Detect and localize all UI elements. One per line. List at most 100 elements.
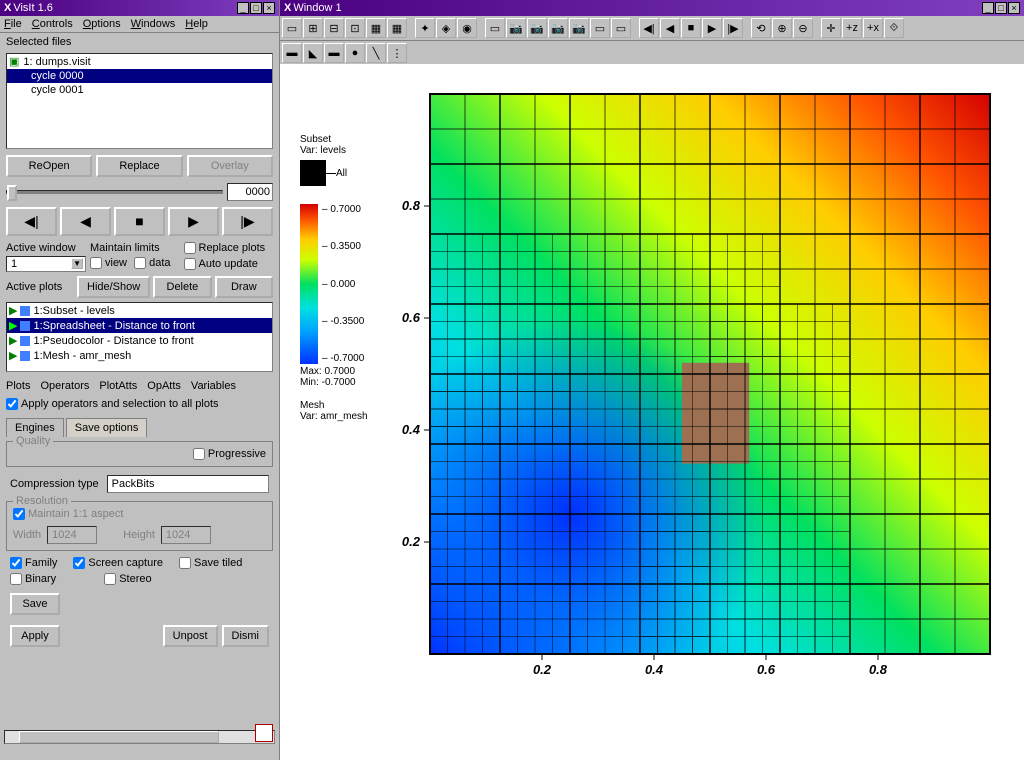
toolbar-button-29[interactable]: ✛ bbox=[821, 18, 841, 38]
toolbar-button-13[interactable]: 📷 bbox=[527, 18, 547, 38]
dismiss-button[interactable]: Dismi bbox=[222, 625, 270, 647]
replace-button[interactable]: Replace bbox=[96, 155, 182, 177]
overlay-button[interactable]: Overlay bbox=[187, 155, 273, 177]
plot-row-1[interactable]: ▶1:Spreadsheet - Distance to front bbox=[7, 318, 272, 333]
draw-button[interactable]: Draw bbox=[215, 276, 273, 298]
maximize-icon[interactable]: □ bbox=[250, 2, 262, 14]
binary-checkbox[interactable]: Binary bbox=[10, 573, 56, 585]
toolbar-button-14[interactable]: 📷 bbox=[548, 18, 568, 38]
vcr-last-button[interactable]: |▶ bbox=[222, 207, 273, 236]
plot-row-3[interactable]: ▶1:Mesh - amr_mesh bbox=[7, 348, 272, 363]
maintain-aspect-checkbox[interactable]: Maintain 1:1 aspect bbox=[13, 508, 266, 520]
replace-plots-checkbox[interactable]: Replace plots bbox=[184, 242, 274, 254]
toolbar-button-4[interactable]: ▦ bbox=[366, 18, 386, 38]
toolbar-button-2[interactable]: ⊟ bbox=[324, 18, 344, 38]
minimize-icon[interactable]: _ bbox=[237, 2, 249, 14]
close-icon[interactable]: × bbox=[263, 2, 275, 14]
toolbar-button-0[interactable]: ▬ bbox=[282, 43, 302, 63]
file-tree[interactable]: ▣ 1: dumps.visit cycle 0000 cycle 0001 bbox=[6, 53, 273, 149]
cycle-input[interactable]: 0000 bbox=[227, 183, 273, 201]
file-item-1[interactable]: cycle 0001 bbox=[7, 83, 272, 97]
plot-row-0[interactable]: ▶1:Subset - levels bbox=[7, 303, 272, 318]
hscrollbar[interactable] bbox=[4, 730, 275, 744]
menu-options[interactable]: Options bbox=[83, 18, 121, 30]
menu-controls[interactable]: Controls bbox=[32, 18, 73, 30]
win-maximize-icon[interactable]: □ bbox=[995, 2, 1007, 14]
vcr-prev-button[interactable]: ◀ bbox=[60, 207, 111, 236]
unpost-button[interactable]: Unpost bbox=[163, 625, 218, 647]
toolbar-button-17[interactable]: ▭ bbox=[611, 18, 631, 38]
toolbar-button-1[interactable]: ◣ bbox=[303, 43, 323, 63]
toolbar-button-3[interactable]: ● bbox=[345, 43, 365, 63]
toolbar-button-22[interactable]: ▶ bbox=[702, 18, 722, 38]
left-titlebar: X VisIt 1.6 _ □ × bbox=[0, 0, 279, 16]
delete-button[interactable]: Delete bbox=[153, 276, 211, 298]
toolbar-button-5[interactable]: ⋮ bbox=[387, 43, 407, 63]
toolbar-button-19[interactable]: ◀| bbox=[639, 18, 659, 38]
toolbar-button-0[interactable]: ▭ bbox=[282, 18, 302, 38]
family-checkbox[interactable]: Family bbox=[10, 557, 57, 569]
active-window-combo[interactable]: 1 bbox=[6, 256, 86, 272]
vcr-stop-button[interactable]: ■ bbox=[114, 207, 165, 236]
toolbar-button-1[interactable]: ⊞ bbox=[303, 18, 323, 38]
toolbar-button-23[interactable]: |▶ bbox=[723, 18, 743, 38]
plotatts-menu[interactable]: PlotAtts bbox=[99, 380, 137, 392]
toolbar-button-15[interactable]: 📷 bbox=[569, 18, 589, 38]
time-slider[interactable] bbox=[6, 190, 223, 194]
selected-files-label: Selected files bbox=[0, 33, 279, 51]
stereo-checkbox[interactable]: Stereo bbox=[104, 573, 151, 585]
menu-windows[interactable]: Windows bbox=[131, 18, 176, 30]
vcr-first-button[interactable]: ◀| bbox=[6, 207, 57, 236]
plot-row-2[interactable]: ▶1:Pseudocolor - Distance to front bbox=[7, 333, 272, 348]
menu-file[interactable]: File bbox=[4, 18, 22, 30]
operators-menu[interactable]: Operators bbox=[40, 380, 89, 392]
toolbar-button-7[interactable]: ✦ bbox=[415, 18, 435, 38]
toolbar-button-8[interactable]: ◈ bbox=[436, 18, 456, 38]
toolbar-button-5[interactable]: ▦ bbox=[387, 18, 407, 38]
toolbar-button-21[interactable]: ■ bbox=[681, 18, 701, 38]
opatts-menu[interactable]: OpAtts bbox=[147, 380, 181, 392]
compression-input[interactable]: PackBits bbox=[107, 475, 269, 493]
save-button[interactable]: Save bbox=[10, 593, 60, 615]
toolbar-button-9[interactable]: ◉ bbox=[457, 18, 477, 38]
toolbar-button-4[interactable]: ╲ bbox=[366, 43, 386, 63]
menu-help[interactable]: Help bbox=[185, 18, 208, 30]
hideshow-button[interactable]: Hide/Show bbox=[77, 276, 150, 298]
plot-svg: 0.20.40.60.80.20.40.60.8 bbox=[400, 84, 1000, 704]
data-checkbox[interactable]: data bbox=[134, 257, 170, 269]
toolbar-button-2[interactable]: ▬ bbox=[324, 43, 344, 63]
variables-menu[interactable]: Variables bbox=[191, 380, 236, 392]
file-root[interactable]: ▣ 1: dumps.visit bbox=[7, 54, 272, 69]
toolbar-button-26[interactable]: ⊕ bbox=[772, 18, 792, 38]
auto-update-checkbox[interactable]: Auto update bbox=[184, 258, 274, 270]
apply-button[interactable]: Apply bbox=[10, 625, 60, 647]
subset-swatch bbox=[300, 160, 326, 186]
win-close-icon[interactable]: × bbox=[1008, 2, 1020, 14]
file-item-0[interactable]: cycle 0000 bbox=[7, 69, 272, 83]
scrollbar-thumb[interactable] bbox=[19, 731, 219, 743]
reopen-button[interactable]: ReOpen bbox=[6, 155, 92, 177]
toolbar-button-25[interactable]: ⟲ bbox=[751, 18, 771, 38]
slider-thumb[interactable] bbox=[7, 185, 17, 201]
colorbar bbox=[300, 204, 318, 364]
apply-all-checkbox[interactable]: Apply operators and selection to all plo… bbox=[0, 394, 279, 414]
toolbar-button-3[interactable]: ⊡ bbox=[345, 18, 365, 38]
plot-type-icon bbox=[20, 336, 30, 346]
win-minimize-icon[interactable]: _ bbox=[982, 2, 994, 14]
screen-capture-checkbox[interactable]: Screen capture bbox=[73, 557, 163, 569]
toolbar-button-31[interactable]: +x bbox=[863, 18, 883, 38]
view-checkbox[interactable]: view bbox=[90, 257, 127, 269]
progressive-checkbox[interactable]: Progressive bbox=[193, 448, 266, 460]
toolbar-button-11[interactable]: ▭ bbox=[485, 18, 505, 38]
vcr-play-button[interactable]: ▶ bbox=[168, 207, 219, 236]
save-tiled-checkbox[interactable]: Save tiled bbox=[179, 557, 242, 569]
tab-save-options[interactable]: Save options bbox=[66, 418, 148, 437]
toolbar-button-32[interactable]: ⟐ bbox=[884, 18, 904, 38]
toolbar-button-16[interactable]: ▭ bbox=[590, 18, 610, 38]
plot-list[interactable]: ▶1:Subset - levels ▶1:Spreadsheet - Dist… bbox=[6, 302, 273, 372]
toolbar-button-27[interactable]: ⊖ bbox=[793, 18, 813, 38]
toolbar-button-12[interactable]: 📷 bbox=[506, 18, 526, 38]
toolbar-button-20[interactable]: ◀ bbox=[660, 18, 680, 38]
plots-menu[interactable]: Plots bbox=[6, 380, 30, 392]
toolbar-button-30[interactable]: +z bbox=[842, 18, 862, 38]
